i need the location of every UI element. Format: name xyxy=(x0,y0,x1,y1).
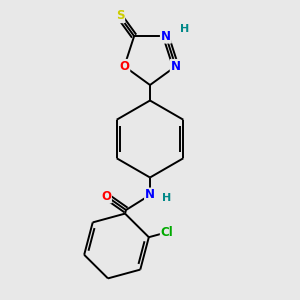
Text: O: O xyxy=(101,190,111,202)
Text: Cl: Cl xyxy=(161,226,173,239)
Text: O: O xyxy=(119,60,129,73)
Text: N: N xyxy=(171,60,181,73)
Text: H: H xyxy=(180,24,190,34)
Text: N: N xyxy=(161,30,171,43)
Text: N: N xyxy=(145,188,155,202)
Text: S: S xyxy=(116,9,124,22)
Text: H: H xyxy=(162,193,171,203)
